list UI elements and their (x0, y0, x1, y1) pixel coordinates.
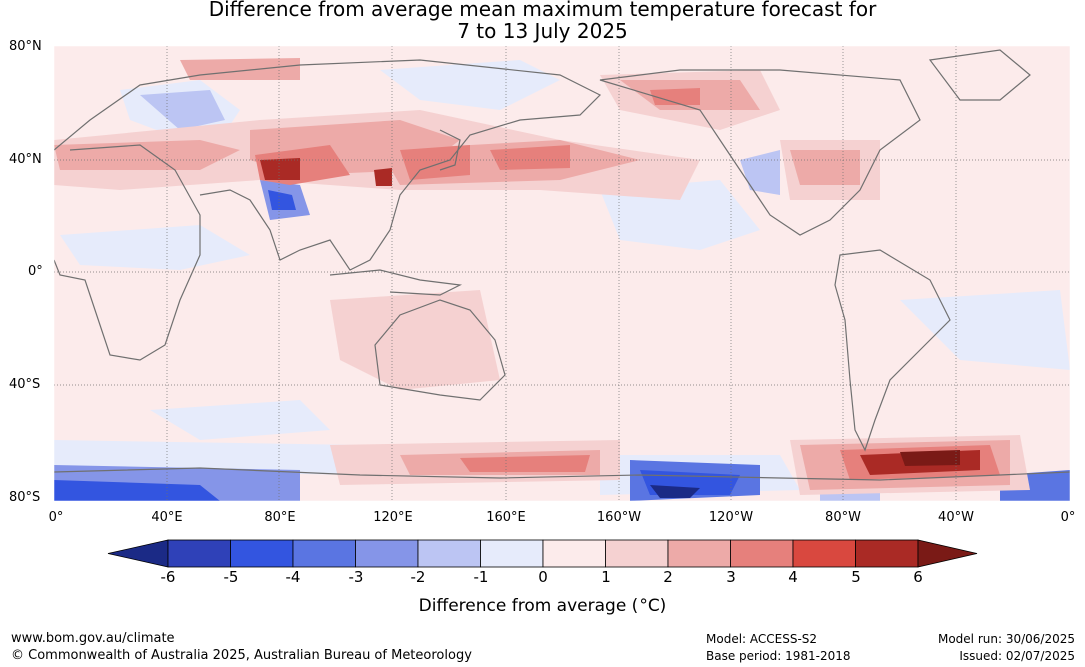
footer-url[interactable]: www.bom.gov.au/climate (11, 631, 175, 646)
antarctica-coastline (54, 467, 1070, 481)
australia-coastline (374, 299, 506, 401)
colorbar-segment (605, 539, 669, 568)
lon-label-80w: 80°W (825, 510, 861, 525)
colorbar-segment (792, 539, 856, 568)
colorbar-segment (292, 539, 356, 568)
footer-base-period: Base period: 1981-2018 (706, 649, 851, 663)
colorbar-tick-label: -4 (285, 568, 301, 586)
lat-label-80n: 80°N (9, 39, 42, 54)
colorbar-tick-label: -3 (348, 568, 364, 586)
lon-label-160e: 160°E (486, 510, 526, 525)
coastlines (54, 49, 1070, 481)
footer-model: Model: ACCESS-S2 (706, 632, 818, 646)
colorbar-tick-label: -1 (473, 568, 489, 586)
africa-coastline (54, 144, 201, 361)
colorbar-tick-label: 5 (851, 568, 861, 586)
colorbar-segment (417, 539, 481, 568)
lat-label-40n: 40°N (9, 152, 42, 167)
lon-label-0-left: 0° (48, 510, 64, 525)
lon-label-80e: 80°E (264, 510, 296, 525)
colorbar-arrow-high (917, 539, 978, 568)
map-title-line1: Difference from average mean maximum tem… (208, 0, 877, 21)
colorbar-tick-label: -2 (410, 568, 426, 586)
colorbar-segment (230, 539, 294, 568)
colorbar-arrow-low (107, 539, 169, 568)
colorbar-tick-label: 1 (601, 568, 611, 586)
map-title-line2: 7 to 13 July 2025 (457, 19, 628, 43)
lon-label-40e: 40°E (151, 510, 183, 525)
lat-label-equator: 0° (28, 264, 43, 279)
footer-model-run: Model run: 30/06/2025 (937, 632, 1075, 646)
colorbar-title: Difference from average ( °C) (0, 596, 1085, 616)
colorbar-segment (855, 539, 919, 568)
colorbar-segment (542, 539, 606, 568)
eurasia-coastline (54, 59, 602, 271)
greenland-coastline (928, 49, 1031, 101)
colorbar-segments (107, 539, 978, 568)
indonesia-coastline (329, 269, 463, 296)
colorbar-tick-label: 4 (788, 568, 798, 586)
colorbar-tick-label: -5 (223, 568, 239, 586)
colorbar-segment (730, 539, 794, 568)
colorbar-segment (167, 539, 231, 568)
japan-coastline (439, 129, 461, 171)
colorbar-title-text: Difference from average ( (418, 596, 639, 616)
lat-label-40s: 40°S (9, 377, 41, 392)
footer-issued: Issued: 02/07/2025 (959, 649, 1075, 663)
colorbar-tick-label: -6 (160, 568, 176, 586)
colorbar-tick-label: 0 (538, 568, 548, 586)
colorbar-title-unit: °C) (639, 596, 667, 616)
lon-label-40w: 40°W (938, 510, 974, 525)
north-america-coastline (599, 69, 921, 236)
colorbar-segment (667, 539, 731, 568)
graticule (54, 46, 1070, 501)
colorbar-segment (480, 539, 544, 568)
colorbar-tick-label: 2 (663, 568, 673, 586)
south-america-coastline (834, 249, 951, 452)
colorbar-segment (355, 539, 419, 568)
lon-label-160w: 160°W (596, 510, 642, 525)
colorbar-tick-label: 6 (913, 568, 923, 586)
colorbar-tick-label: 3 (726, 568, 736, 586)
footer-copyright: © Commonwealth of Australia 2025, Austra… (11, 648, 472, 663)
lon-label-0-right: 0° (1060, 510, 1076, 525)
lat-label-80s: 80°S (9, 490, 41, 505)
lon-label-120e: 120°E (373, 510, 413, 525)
map-frame (53, 45, 1071, 502)
anomaly-fields (54, 58, 1070, 501)
lon-label-120w: 120°W (708, 510, 754, 525)
